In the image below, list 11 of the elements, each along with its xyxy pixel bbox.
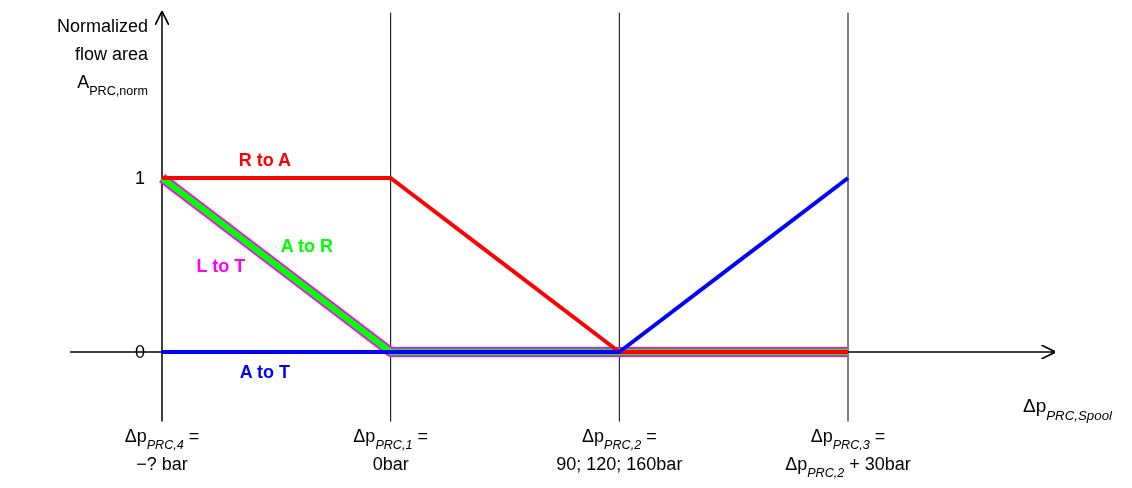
- x-tick-label: Δp$_{PRC,2}$ = 90; 120; 160bar: [556, 425, 683, 474]
- x-axis-title: Δp$_{PRC,Spool}$: [1022, 395, 1114, 423]
- x-tick-label: Δp$_{PRC,1}$ = 0bar: [353, 425, 428, 474]
- series-label: A to T: [239, 362, 291, 382]
- series-label: A to R: [280, 236, 334, 257]
- y-tick-label: 1: [134, 168, 146, 188]
- series-label: L to T: [196, 256, 246, 277]
- series-label: R to A: [238, 150, 292, 170]
- x-tick-label: Δp$_{PRC,4}$ = −? bar: [124, 425, 200, 474]
- category-label: Δp$_{PRC,3}$ = Δp$_{PRC,2}$ + 30bar: [785, 425, 911, 480]
- y-axis-title: Normalized flow area A$_{PRC,norm}$: [56, 16, 149, 98]
